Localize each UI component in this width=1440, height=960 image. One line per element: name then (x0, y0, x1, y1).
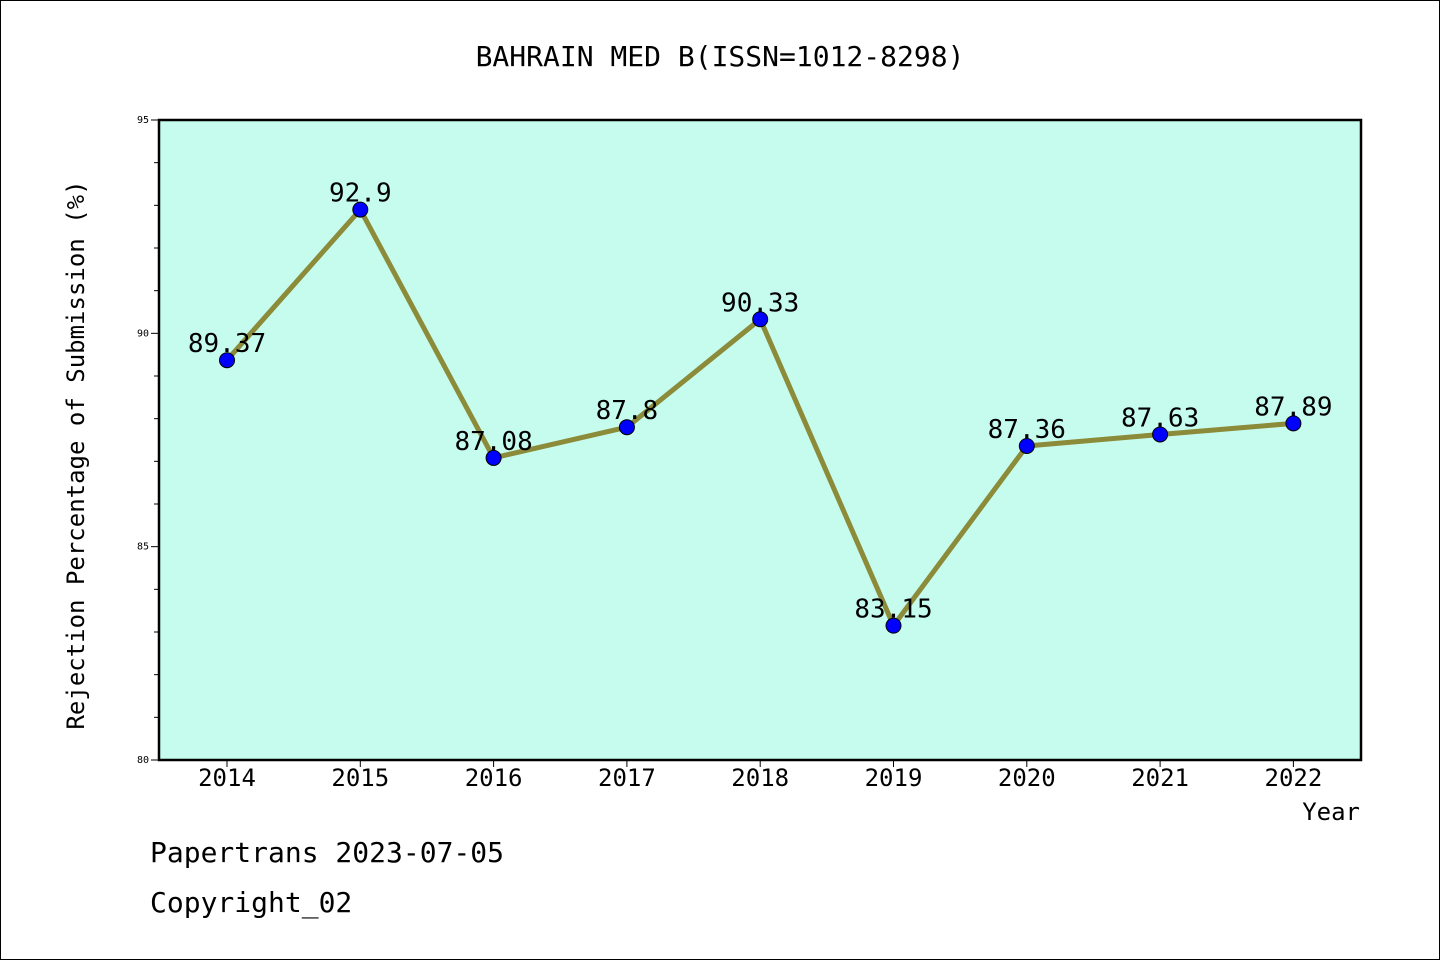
y-axis-label: Rejection Percentage of Submission (%) (62, 180, 90, 729)
y-axis: 80 85 90 95 (137, 115, 159, 766)
data-point (1152, 426, 1169, 443)
data-label: 92.9 (329, 179, 392, 209)
data-point (352, 201, 369, 218)
source-text: Papertrans 2023-07-05 (150, 836, 505, 869)
x-tick-label: 2020 (998, 764, 1056, 792)
data-label: 89.37 (188, 329, 266, 359)
data-point (1285, 415, 1302, 432)
y-tick-label: 95 (137, 115, 149, 126)
data-label: 90.33 (721, 288, 799, 318)
y-tick-label: 90 (137, 328, 149, 339)
x-tick-label: 2015 (331, 764, 389, 792)
data-point (618, 419, 635, 436)
chart-title: BAHRAIN MED B(ISSN=1012-8298) (476, 40, 965, 73)
data-label: 87.08 (454, 427, 532, 457)
x-tick-label: 2022 (1265, 764, 1323, 792)
data-point (752, 311, 769, 328)
x-tick-label: 2019 (865, 764, 923, 792)
data-points (219, 201, 1302, 634)
x-tick-label: 2016 (465, 764, 523, 792)
data-labels: 89.37 92.9 87.08 87.8 90.33 83.15 87.36 87.63 87… (188, 179, 1333, 625)
y-tick-label: 85 (137, 542, 149, 553)
data-point (485, 449, 502, 466)
x-tick-label: 2021 (1131, 764, 1189, 792)
data-label: 83.15 (854, 595, 932, 625)
data-label: 87.8 (596, 396, 659, 426)
data-point (219, 352, 235, 369)
data-label: 87.89 (1254, 392, 1332, 422)
x-tick-label: 2018 (731, 764, 789, 792)
plot-area (157, 118, 1363, 762)
copyright-text: Copyright_02 (150, 886, 353, 919)
y-tick-label: 80 (137, 755, 149, 766)
x-axis-label: Year (1302, 798, 1360, 826)
x-tick-label: 2017 (598, 764, 656, 792)
x-tick-label: 2014 (198, 764, 256, 792)
x-axis: 2014 2015 2016 2017 2018 2019 2020 2021 2022 (198, 760, 1322, 792)
data-label: 87.36 (988, 415, 1066, 445)
data-label: 87.63 (1121, 403, 1199, 433)
data-point (1018, 437, 1035, 454)
data-point (885, 617, 902, 634)
